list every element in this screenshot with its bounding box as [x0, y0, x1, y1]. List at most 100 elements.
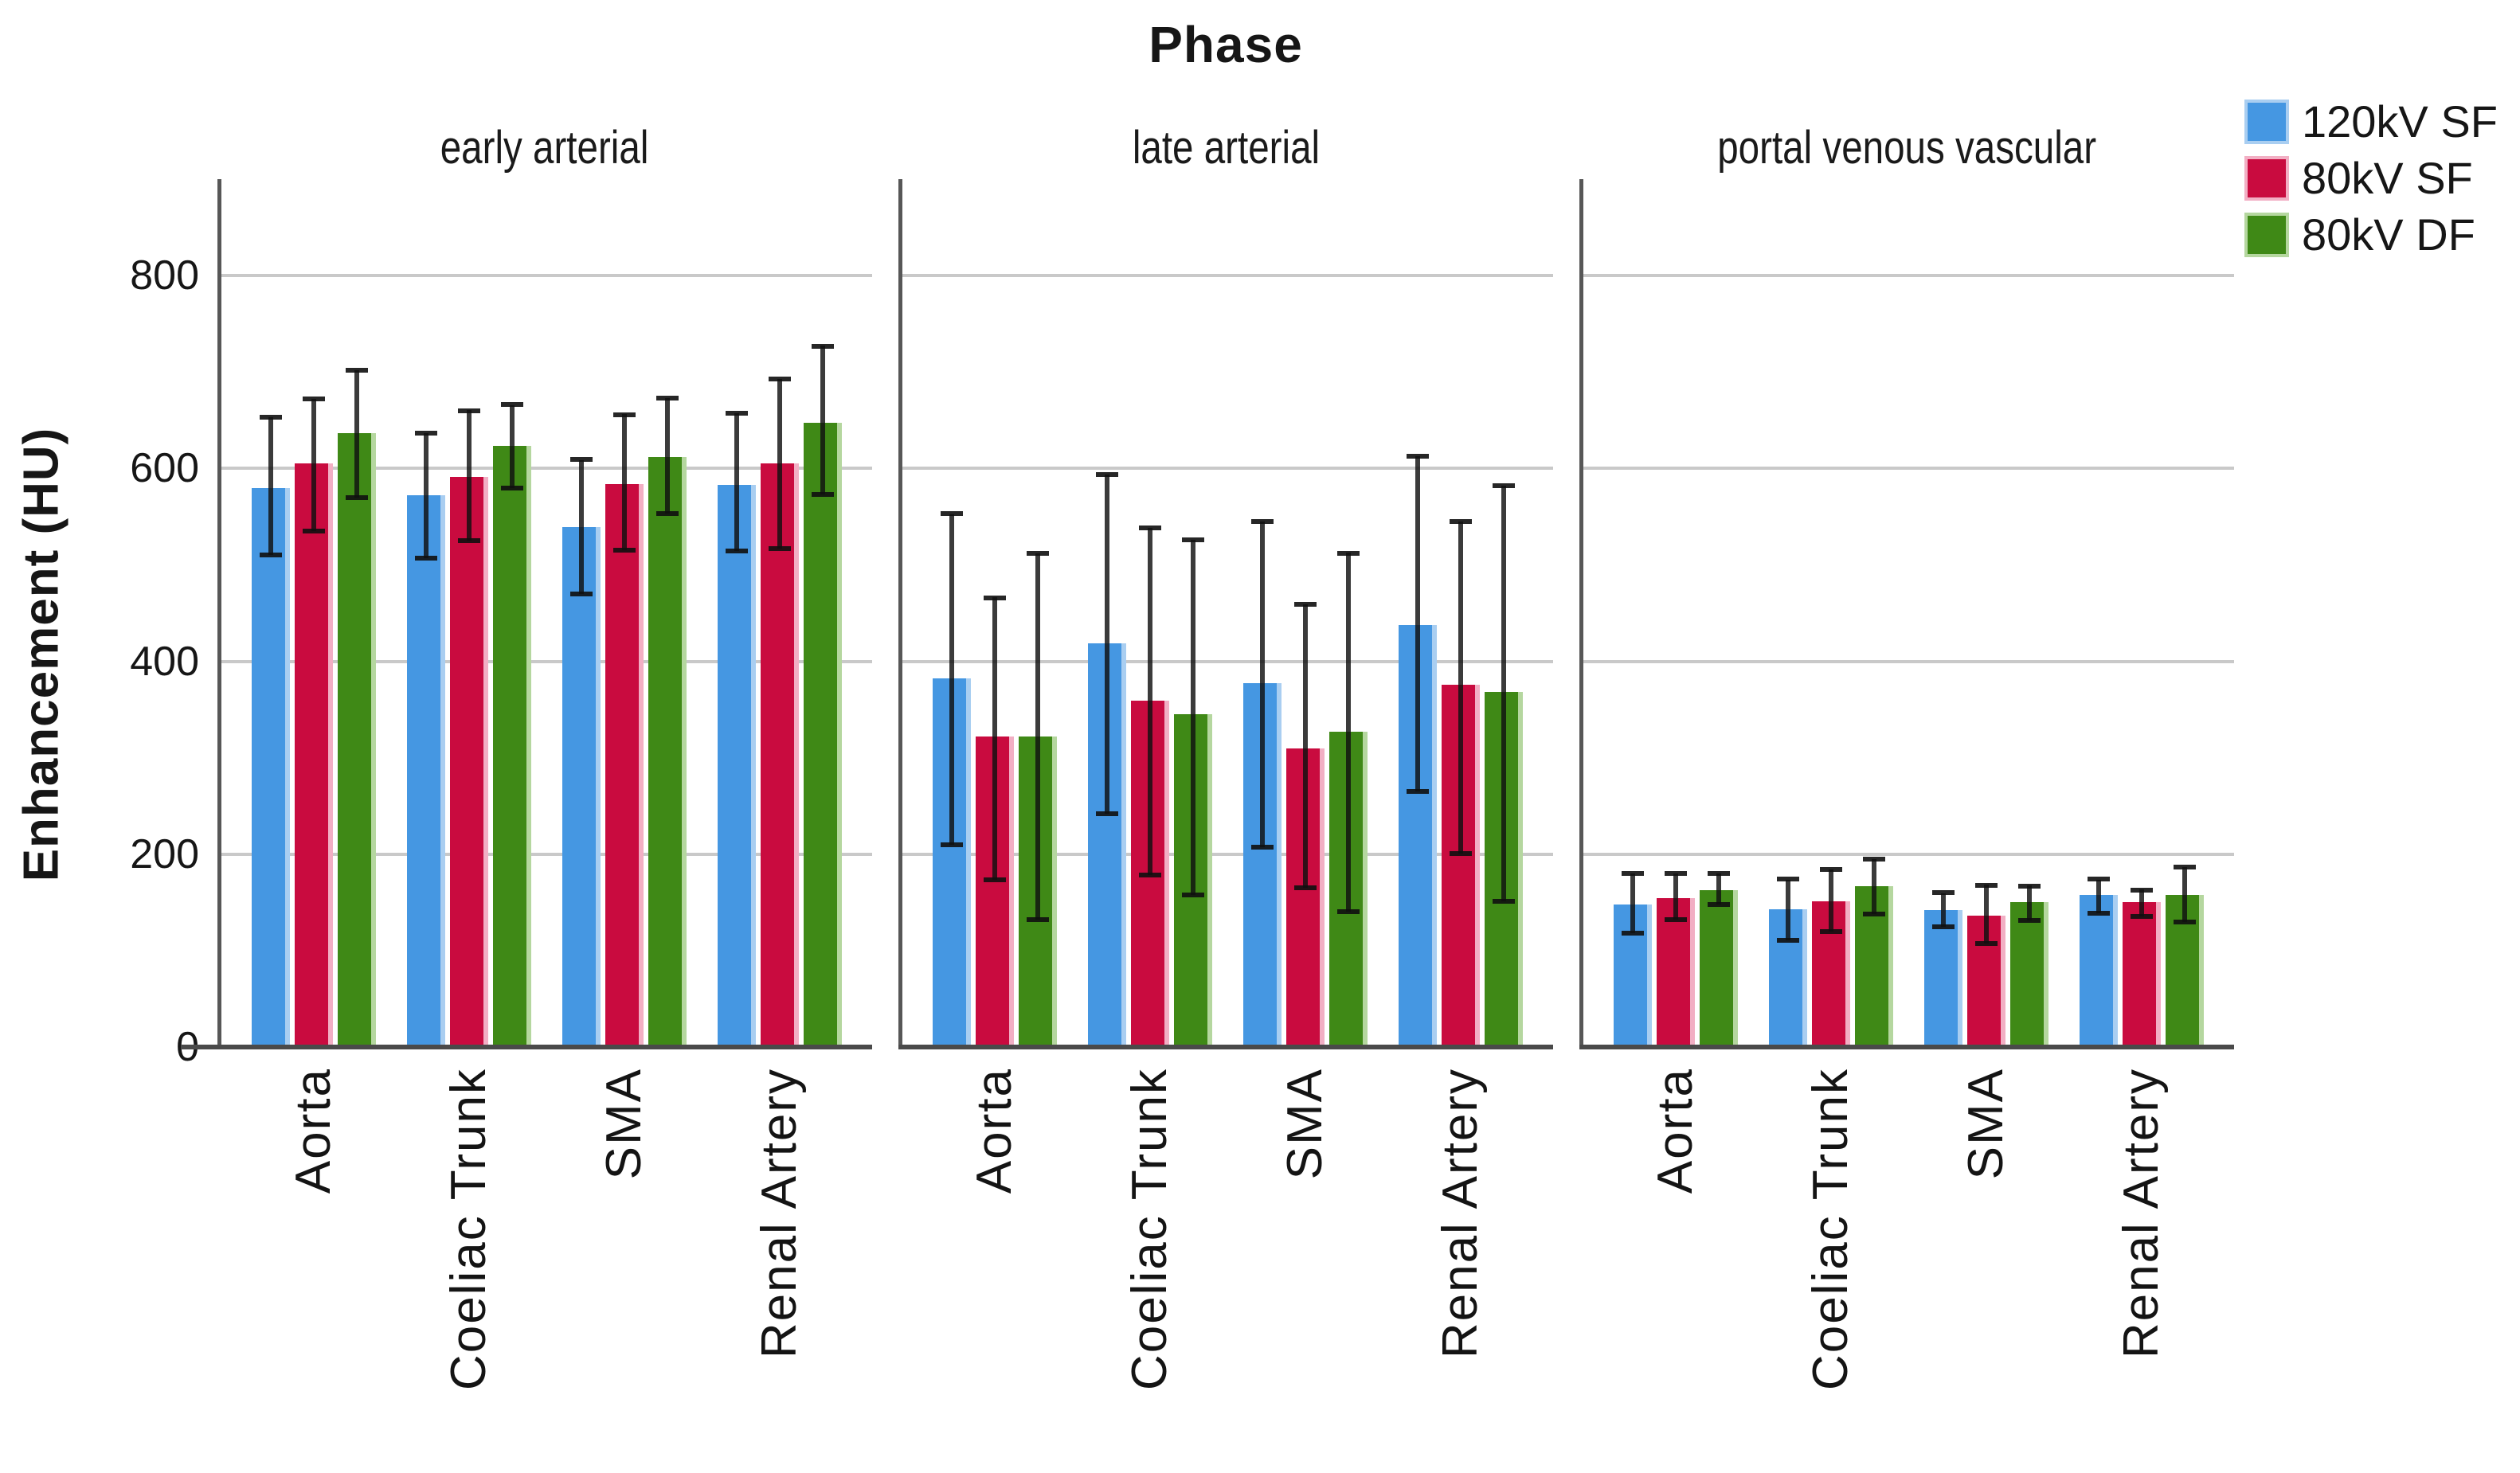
error-bar-cap-top: [1407, 454, 1429, 459]
category-label: Aorta: [967, 1068, 1022, 1194]
error-bar-cap-bottom: [1820, 929, 1842, 934]
error-bar-cap-top: [346, 368, 368, 373]
error-bar-stem: [777, 379, 782, 549]
error-bar-cap-bottom: [570, 592, 593, 596]
error-bar-cap-top: [613, 412, 636, 417]
error-bar-cap-top: [812, 344, 834, 349]
error-bar-cap-bottom: [1407, 789, 1429, 794]
category-label: SMA: [1278, 1068, 1332, 1180]
bar-slot: [2123, 179, 2161, 1047]
error-bar-cap-top: [1493, 483, 1515, 488]
error-bar-cap-bottom: [1182, 893, 1204, 897]
error-bar-cap-bottom: [501, 486, 523, 490]
bar-slot: [1286, 179, 1325, 1047]
bar: [718, 485, 756, 1047]
bar-slot: [605, 179, 644, 1047]
bar-slot: [562, 179, 601, 1047]
gridline: [902, 659, 1553, 663]
bar-group: [933, 179, 1057, 1047]
bar-slot: [1967, 179, 2005, 1047]
error-bar-cap-bottom: [2018, 918, 2041, 923]
category-label: Aorta: [1648, 1068, 1703, 1194]
error-bar-stem: [467, 410, 472, 541]
error-bar-cap-bottom: [1932, 924, 1955, 929]
bar-slot: [976, 179, 1014, 1047]
error-bar-cap-bottom: [1975, 941, 1998, 946]
gridline: [1583, 274, 2234, 278]
bar: [605, 484, 644, 1047]
error-bar-cap-top: [2088, 877, 2110, 881]
error-bar-stem: [1415, 456, 1420, 791]
error-bar-cap-top: [1251, 519, 1274, 524]
legend-item: 80kV SF: [2244, 155, 2498, 201]
error-bar-cap-bottom: [1493, 899, 1515, 904]
bar-slot: [1700, 179, 1738, 1047]
error-bar-cap-top: [1975, 883, 1998, 888]
error-bar-stem: [311, 399, 316, 531]
error-bar-cap-top: [1708, 871, 1730, 876]
category-label: Coeliac Trunk: [441, 1068, 496, 1391]
error-bar-stem: [1829, 869, 1833, 932]
gridline: [221, 852, 872, 856]
error-bar-cap-top: [1096, 472, 1118, 477]
bar-group: [1614, 179, 1738, 1047]
panel-title-text: early arterial: [440, 122, 649, 174]
error-bar-stem: [579, 460, 584, 594]
bar-slot: [2080, 179, 2118, 1047]
bar: [1657, 898, 1695, 1047]
error-bar-cap-bottom: [1665, 917, 1687, 922]
error-bar-cap-top: [1820, 867, 1842, 872]
error-bar-stem: [1148, 528, 1152, 875]
y-axis-line: [898, 179, 902, 1047]
error-bar-cap-top: [1139, 526, 1161, 530]
error-bar-stem: [2096, 880, 2101, 913]
error-bar-cap-top: [1665, 871, 1687, 876]
bar-slot: [1485, 179, 1523, 1047]
error-bar-stem: [1786, 880, 1790, 940]
bar-slot: [1243, 179, 1282, 1047]
bar-slot: [1329, 179, 1368, 1047]
gridline: [221, 659, 872, 663]
gridline: [221, 467, 872, 471]
legend: 120kV SF 80kV SF 80kV DF: [2244, 99, 2498, 268]
bar-group: [1088, 179, 1212, 1047]
x-baseline: [181, 1045, 872, 1049]
category-label: SMA: [1958, 1068, 2013, 1180]
legend-label: 80kV SF: [2302, 153, 2473, 203]
error-bar-stem: [268, 417, 273, 555]
gridline: [1583, 659, 2234, 663]
bar-slot: [1174, 179, 1212, 1047]
error-bar-stem: [820, 346, 825, 494]
error-bar-stem: [1984, 885, 1989, 944]
error-bar-cap-top: [501, 402, 523, 407]
error-bar-stem: [1630, 873, 1635, 933]
y-tick-label: 0: [0, 1023, 199, 1071]
gridline: [902, 467, 1553, 471]
panel-title: early arterial: [217, 123, 872, 173]
legend-swatch-120kv-sf-icon: [2244, 100, 2289, 144]
category-label: Coeliac Trunk: [1122, 1068, 1177, 1391]
error-bar-cap-bottom: [1450, 851, 1472, 856]
error-bar-stem: [665, 398, 670, 514]
bar-slot: [2010, 179, 2048, 1047]
error-bar-cap-top: [1777, 877, 1799, 881]
bar-group: [407, 179, 531, 1047]
bar: [1700, 890, 1738, 1047]
error-bar-cap-bottom: [458, 538, 480, 543]
error-bar-cap-bottom: [941, 842, 963, 847]
category-label: Renal Artery: [2114, 1068, 2169, 1359]
error-bar-stem: [510, 405, 515, 488]
error-bar-cap-bottom: [1337, 909, 1360, 914]
gridline: [221, 274, 872, 278]
bar-group: [1769, 179, 1893, 1047]
error-bar-cap-top: [570, 457, 593, 462]
error-bar-cap-bottom: [726, 549, 748, 553]
error-bar-cap-bottom: [656, 511, 679, 516]
bar-slot: [1131, 179, 1169, 1047]
error-bar-stem: [734, 413, 739, 551]
error-bar-cap-top: [1450, 519, 1472, 524]
legend-label: 80kV DF: [2302, 209, 2475, 260]
bar: [1924, 910, 1962, 1047]
y-tick-label: 400: [130, 638, 199, 685]
chart-title: Phase: [1148, 16, 1303, 73]
